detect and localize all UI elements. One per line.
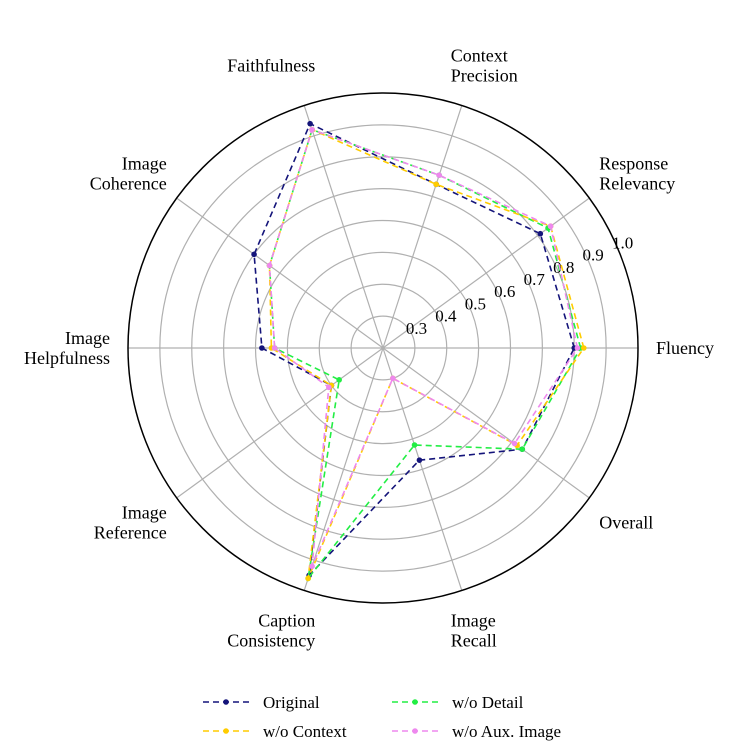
axis-label: Image Helpfulness bbox=[24, 328, 110, 368]
legend-swatch-point bbox=[412, 699, 418, 705]
legend-swatch-point bbox=[223, 728, 229, 734]
axis-label: Response Relevancy bbox=[599, 153, 675, 193]
grid-spoke bbox=[176, 197, 384, 349]
series-line bbox=[268, 128, 585, 579]
axis-label: Context Precision bbox=[451, 46, 518, 86]
series-point bbox=[519, 446, 526, 452]
axis-label-line: Response bbox=[599, 153, 668, 173]
legend-label: w/o Context bbox=[263, 722, 347, 741]
series-point bbox=[547, 223, 554, 230]
axis-label-line: Helpfulness bbox=[24, 348, 110, 368]
r-tick-label: 1.0 bbox=[612, 233, 633, 252]
series-point bbox=[416, 457, 423, 463]
legend-label: Original bbox=[263, 693, 320, 712]
axis-label-line: Caption bbox=[258, 610, 315, 630]
legend: Original w/o Detail w/o Context w/o Aux. Im… bbox=[203, 693, 561, 741]
axis-label-line: Coherence bbox=[90, 173, 167, 193]
axis-label: Image Reference bbox=[94, 503, 167, 543]
legend-swatch-point bbox=[223, 699, 229, 705]
series-1 bbox=[266, 126, 584, 582]
series-point bbox=[511, 440, 518, 447]
r-tick-label: 0.7 bbox=[524, 270, 546, 289]
grid-spoke bbox=[303, 347, 384, 591]
series-point bbox=[411, 442, 418, 448]
axis-label: Image Recall bbox=[451, 610, 497, 650]
axis-label-line: Fluency bbox=[656, 338, 714, 358]
axis-label-line: Context bbox=[451, 46, 508, 66]
series-line bbox=[268, 128, 579, 567]
axis-label: Caption Consistency bbox=[227, 610, 315, 650]
r-tick-label: 0.8 bbox=[553, 258, 574, 277]
axis-label: Faithfulness bbox=[227, 56, 315, 76]
axis-label-line: Recall bbox=[451, 630, 497, 650]
series-point bbox=[433, 181, 439, 188]
series-point bbox=[259, 345, 265, 351]
grid-spoke bbox=[382, 105, 463, 349]
axis-label-line: Image bbox=[122, 153, 167, 173]
series-point bbox=[326, 384, 332, 391]
grid-spoke bbox=[382, 347, 590, 499]
series-3 bbox=[266, 126, 581, 570]
grid-spoke bbox=[382, 347, 463, 591]
series-point bbox=[305, 575, 311, 582]
legend-label: w/o Aux. Image bbox=[452, 722, 561, 741]
r-tick-label: 0.5 bbox=[465, 294, 486, 313]
axis-label-line: Overall bbox=[599, 513, 653, 533]
axis-label-line: Consistency bbox=[227, 630, 315, 650]
series-point bbox=[307, 120, 313, 127]
series-point bbox=[309, 126, 315, 133]
series-point bbox=[581, 345, 587, 351]
r-tick-label: 0.6 bbox=[494, 282, 515, 301]
axis-label-line: Precision bbox=[451, 66, 518, 86]
outer-frame bbox=[127, 92, 639, 604]
axis-label-line: Image bbox=[65, 328, 110, 348]
axis-label-line: Faithfulness bbox=[227, 56, 315, 76]
series-point bbox=[574, 345, 581, 351]
r-tick-label: 0.9 bbox=[583, 246, 604, 265]
series-point bbox=[336, 377, 342, 383]
series-point bbox=[266, 262, 273, 269]
r-tick-label: 0.4 bbox=[435, 307, 457, 326]
axis-label-line: Relevancy bbox=[599, 173, 675, 193]
grid-spoke bbox=[303, 105, 384, 349]
axis-label: Overall bbox=[599, 513, 653, 533]
radar-grid bbox=[128, 105, 638, 591]
series-point bbox=[436, 172, 442, 179]
legend-label: w/o Detail bbox=[452, 693, 524, 712]
axis-label: Image Coherence bbox=[90, 153, 167, 193]
grid-spoke bbox=[382, 197, 590, 349]
grid-spoke bbox=[176, 347, 384, 499]
series-point bbox=[537, 230, 544, 237]
series-point bbox=[251, 251, 257, 258]
series-point bbox=[390, 375, 396, 382]
axis-label-line: Reference bbox=[94, 523, 167, 543]
axis-label-line: Image bbox=[451, 610, 496, 630]
axis-label-line: Image bbox=[122, 503, 167, 523]
axis-label: Fluency bbox=[656, 338, 714, 358]
r-tick-label: 0.3 bbox=[406, 319, 427, 338]
series-point bbox=[271, 345, 278, 351]
legend-swatch-point bbox=[412, 728, 418, 734]
series-point bbox=[309, 563, 315, 570]
series-0 bbox=[251, 120, 578, 579]
